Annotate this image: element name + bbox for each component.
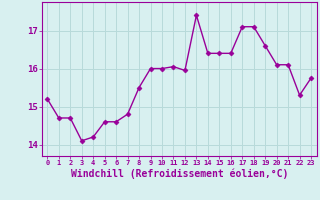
X-axis label: Windchill (Refroidissement éolien,°C): Windchill (Refroidissement éolien,°C) [70, 169, 288, 179]
